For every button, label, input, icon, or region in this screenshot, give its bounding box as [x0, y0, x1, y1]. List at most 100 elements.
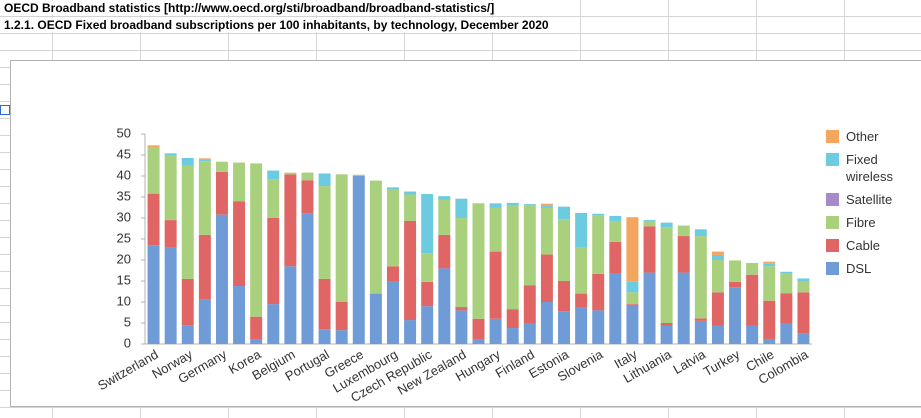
legend-swatch — [826, 239, 839, 252]
bar-segment — [421, 281, 434, 307]
bar-segment — [592, 215, 605, 274]
legend-swatch — [826, 130, 839, 143]
bar-segment — [694, 318, 707, 321]
bar-segment — [387, 266, 399, 281]
bar-segment — [763, 338, 776, 344]
bar-segment — [540, 203, 553, 206]
legend-item: DSL — [826, 260, 906, 277]
y-tick-label: 50 — [117, 125, 131, 140]
bar-segment — [592, 213, 605, 216]
legend-item: Fibre — [826, 214, 906, 231]
bar-segment — [489, 251, 502, 319]
bar-segment — [660, 222, 673, 228]
bar-segment — [387, 189, 399, 267]
bar-segment — [540, 254, 553, 302]
bar-segment — [558, 219, 570, 281]
bar-segment — [284, 172, 297, 175]
bar-segment — [540, 205, 553, 208]
bar-segment — [711, 251, 724, 255]
bar-segment — [198, 299, 211, 344]
bar-segment — [711, 292, 724, 326]
y-tick-label: 40 — [117, 167, 131, 182]
bar-segment — [387, 187, 399, 190]
bar-segment — [284, 266, 297, 344]
bar-segment — [489, 203, 502, 208]
bar-segment — [711, 254, 724, 260]
legend-label: Fixed wireless — [846, 152, 893, 184]
legend-label: Fibre — [846, 215, 876, 230]
bar-segment — [472, 318, 485, 340]
bar-segment — [694, 320, 707, 344]
bar-segment — [438, 234, 451, 269]
bar-segment — [523, 323, 536, 344]
bar-segment — [267, 179, 280, 218]
y-tick-label: 45 — [117, 146, 131, 161]
bar-segment — [506, 204, 519, 310]
bar-segment — [267, 304, 280, 344]
bar-segment — [506, 309, 519, 329]
bar-segment — [438, 199, 451, 235]
x-tick-label: Turkey — [701, 346, 743, 379]
bar-segment — [335, 302, 348, 331]
bar-segment — [250, 339, 263, 344]
bar-segment — [164, 155, 177, 221]
bar-segment — [421, 253, 434, 282]
bar-segment — [660, 227, 673, 323]
bar-segment — [626, 281, 639, 293]
bar-segment — [523, 285, 536, 323]
selection-handle — [0, 105, 10, 115]
legend-swatch — [826, 262, 839, 275]
y-tick-label: 0 — [124, 335, 131, 350]
bar-segment — [233, 201, 246, 287]
legend-item: Cable — [826, 237, 906, 254]
bar-segment — [780, 273, 793, 294]
bar-segment — [626, 304, 639, 305]
bar-segment — [404, 320, 417, 344]
bar-segment — [558, 281, 570, 312]
legend-label: DSL — [846, 261, 872, 276]
bar-segment — [780, 271, 793, 274]
bar-segment — [404, 194, 417, 221]
legend-swatch — [826, 216, 839, 229]
bar-segment — [763, 263, 776, 267]
bar-segment — [592, 273, 605, 311]
bar-segment — [609, 241, 622, 274]
bar-segment — [506, 328, 519, 344]
bar-segment — [147, 193, 160, 246]
bar-segment — [267, 218, 280, 305]
bar-segment — [729, 260, 742, 282]
bar-segment — [643, 272, 656, 344]
bar-segment — [677, 272, 690, 344]
bar-segment — [797, 292, 810, 334]
bar-segment — [198, 234, 211, 300]
bar-segment — [472, 339, 485, 344]
bar-segment — [540, 207, 553, 255]
x-tick-label: Latvia — [670, 346, 708, 377]
bar-segment — [198, 158, 211, 161]
bar-segment — [626, 217, 639, 282]
bar-segment — [677, 236, 690, 273]
bar-segment — [575, 212, 588, 247]
bar-segment — [746, 274, 759, 326]
bar-segment — [181, 165, 194, 279]
bar-segment — [626, 292, 639, 305]
bar-segment — [489, 318, 502, 344]
bar-segment — [215, 171, 228, 215]
bar-segment — [626, 304, 639, 344]
legend-item: Satellite — [826, 191, 906, 208]
bar-segment — [558, 206, 570, 220]
bar-segment — [233, 162, 246, 202]
bar-segment — [763, 300, 776, 339]
legend-item: Other — [826, 128, 906, 145]
bar-segment — [421, 306, 434, 344]
bar-segment — [198, 161, 211, 235]
bar-segment — [352, 174, 365, 176]
bar-segment — [711, 260, 724, 293]
bar-segment — [284, 174, 297, 267]
bar-segment — [746, 262, 759, 275]
bar-segment — [643, 221, 656, 227]
bar-segment — [455, 310, 468, 344]
bar-segment — [455, 218, 468, 308]
y-tick-label: 25 — [117, 230, 131, 245]
sheet-subtitle: 1.2.1. OECD Fixed broadband subscription… — [4, 18, 551, 32]
